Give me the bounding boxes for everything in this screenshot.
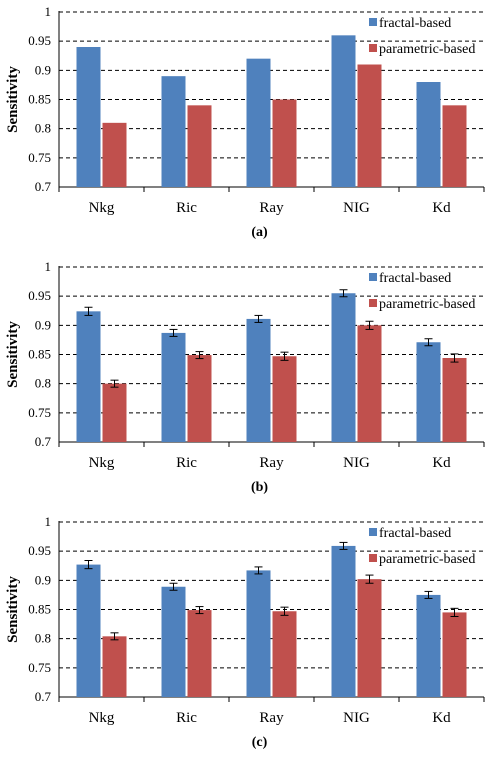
bar-parametric-based-NIG (357, 579, 382, 697)
x-category-label: Kd (432, 455, 451, 471)
y-tick-label: 0.75 (28, 405, 51, 420)
x-category-label: Kd (432, 200, 451, 216)
chart-panel-a: 0.7 0.75 0.8 0.85 0.9 0.95 1 Nkg Ric Ray NIG Kd Sens… (0, 0, 487, 255)
legend-label-parametric-based: parametric-based (379, 297, 475, 312)
bar-fractal-based-Ray (246, 570, 271, 697)
x-category-label: NIG (343, 200, 370, 216)
legend-swatch-fractal-based (369, 273, 377, 281)
chart-svg-c: 0.7 0.75 0.8 0.85 0.9 0.95 1 Nkg Ric Ray NIG Kd Sens… (5, 514, 485, 750)
x-category-label: Nkg (89, 200, 115, 216)
y-tick-label: 0.7 (35, 689, 52, 704)
y-tick-label: 0.9 (35, 317, 51, 332)
bar-fractal-based-Kd (416, 342, 441, 442)
y-tick-label: 0.85 (28, 92, 51, 107)
y-tick-label: 1 (45, 4, 52, 19)
bar-fractal-based-Kd (416, 82, 441, 187)
panel-caption: (a) (251, 225, 268, 240)
bar-fractal-based-Nkg (76, 564, 101, 697)
legend-swatch-fractal-based (369, 18, 377, 26)
x-category-label: Kd (432, 710, 451, 726)
y-tick-label: 0.7 (35, 179, 52, 194)
bar-parametric-based-Kd (442, 358, 467, 442)
bar-fractal-based-NIG (331, 35, 356, 188)
bar-parametric-based-Kd (442, 612, 467, 697)
x-category-label: Ray (259, 455, 284, 471)
y-axis-title: Sensitivity (5, 576, 21, 643)
bar-fractal-based-Ric (161, 586, 186, 697)
panel-caption: (b) (251, 480, 268, 495)
y-tick-label: 0.8 (35, 121, 51, 136)
y-tick-label: 0.75 (28, 660, 51, 675)
y-tick-label: 0.85 (28, 347, 51, 362)
x-category-label: Ray (259, 710, 284, 726)
panel-caption: (c) (252, 735, 268, 750)
bar-fractal-based-NIG (331, 545, 356, 697)
bar-parametric-based-Nkg (102, 122, 127, 187)
legend-swatch-parametric-based (369, 299, 377, 307)
y-tick-label: 1 (45, 514, 52, 529)
legend-label-fractal-based: fractal-based (379, 271, 451, 286)
y-tick-label: 0.8 (35, 376, 51, 391)
bar-parametric-based-Kd (442, 105, 467, 187)
bar-fractal-based-Nkg (76, 311, 101, 442)
x-category-label: Ric (176, 710, 197, 726)
y-tick-label: 0.7 (35, 434, 52, 449)
legend-label-parametric-based: parametric-based (379, 42, 475, 57)
bar-fractal-based-Nkg (76, 47, 101, 187)
bar-parametric-based-Nkg (102, 383, 127, 442)
bar-fractal-based-Ric (161, 332, 186, 442)
y-tick-label: 0.95 (28, 543, 51, 558)
bar-parametric-based-Ric (187, 105, 212, 187)
chart-panel-b: 0.7 0.75 0.8 0.85 0.9 0.95 1 Nkg Ric Ray NIG Kd Sens… (0, 255, 487, 510)
bar-parametric-based-Nkg (102, 636, 127, 697)
legend-label-parametric-based: parametric-based (379, 552, 475, 567)
y-tick-label: 0.9 (35, 572, 51, 587)
legend-swatch-parametric-based (369, 44, 377, 52)
x-category-label: Nkg (89, 455, 115, 471)
chart-panel-c: 0.7 0.75 0.8 0.85 0.9 0.95 1 Nkg Ric Ray NIG Kd Sens… (0, 510, 487, 765)
bar-fractal-based-NIG (331, 293, 356, 442)
chart-svg-b: 0.7 0.75 0.8 0.85 0.9 0.95 1 Nkg Ric Ray NIG Kd Sens… (5, 259, 485, 495)
y-tick-label: 0.8 (35, 631, 51, 646)
bar-parametric-based-Ray (272, 611, 297, 697)
legend-label-fractal-based: fractal-based (379, 526, 451, 541)
y-tick-label: 0.95 (28, 288, 51, 303)
x-category-label: NIG (343, 710, 370, 726)
bar-fractal-based-Ray (246, 58, 271, 187)
x-category-label: Ray (259, 200, 284, 216)
legend-swatch-parametric-based (369, 554, 377, 562)
bar-parametric-based-NIG (357, 325, 382, 442)
legend-label-fractal-based: fractal-based (379, 16, 451, 31)
y-tick-label: 0.9 (35, 62, 51, 77)
y-tick-label: 0.75 (28, 150, 51, 165)
bar-parametric-based-Ray (272, 356, 297, 442)
bar-fractal-based-Ray (246, 318, 271, 442)
x-category-label: NIG (343, 455, 370, 471)
x-category-label: Ric (176, 455, 197, 471)
bar-parametric-based-Ray (272, 99, 297, 187)
bar-parametric-based-Ric (187, 610, 212, 697)
bar-fractal-based-Kd (416, 594, 441, 697)
y-tick-label: 0.95 (28, 33, 51, 48)
legend-swatch-fractal-based (369, 528, 377, 536)
y-tick-label: 0.85 (28, 602, 51, 617)
chart-svg-a: 0.7 0.75 0.8 0.85 0.9 0.95 1 Nkg Ric Ray NIG Kd Sens… (5, 4, 485, 240)
y-tick-label: 1 (45, 259, 52, 274)
bar-parametric-based-NIG (357, 64, 382, 187)
bar-parametric-based-Ric (187, 355, 212, 442)
y-axis-title: Sensitivity (5, 66, 21, 133)
x-category-label: Ric (176, 200, 197, 216)
bar-fractal-based-Ric (161, 76, 186, 187)
y-axis-title: Sensitivity (5, 321, 21, 388)
x-category-label: Nkg (89, 710, 115, 726)
